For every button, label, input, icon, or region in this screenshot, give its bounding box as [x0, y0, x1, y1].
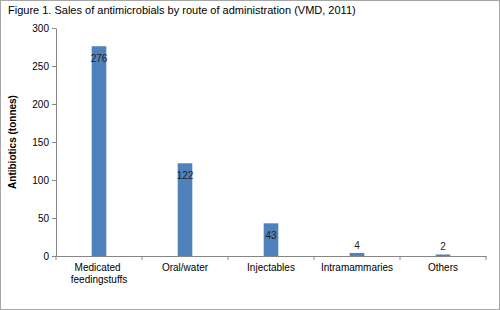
x-tick-label: Intramammaries — [321, 262, 393, 273]
y-tick: 50 — [38, 213, 56, 224]
y-tick-label: 0 — [43, 251, 49, 262]
x-axis: Medicated feedingstuffs Oral/water Injecta… — [57, 256, 487, 285]
bar — [92, 46, 107, 256]
y-tick: 0 — [43, 251, 56, 262]
x-tick-label: Oral/water — [162, 262, 209, 273]
chart-container: Figure 1. Sales of antimicrobials by rou… — [0, 0, 500, 310]
y-tick: 150 — [32, 137, 56, 148]
y-axis-title: Antibiotics (tonnes) — [7, 95, 18, 189]
x-separator — [486, 256, 487, 260]
bars — [92, 46, 451, 256]
y-tick-label: 100 — [32, 175, 49, 186]
y-tick-mark — [52, 256, 56, 257]
x-separator — [314, 256, 315, 260]
data-label: 4 — [354, 240, 360, 251]
y-tick-mark — [52, 218, 56, 219]
x-tick-label: Injectables — [247, 262, 295, 273]
x-tick-label: Medicated feedingstuffs — [71, 262, 128, 285]
y-tick: 100 — [32, 175, 56, 186]
y-axis: 0 50 100 150 200 250 300 — [32, 23, 56, 262]
data-labels: 276 122 43 4 2 — [91, 53, 447, 252]
data-label: 122 — [177, 170, 194, 181]
y-tick: 300 — [32, 23, 56, 34]
y-tick: 200 — [32, 99, 56, 110]
y-tick-label: 300 — [32, 23, 49, 34]
y-tick-mark — [52, 28, 56, 29]
x-tick: Oral/water — [162, 256, 209, 273]
x-separator — [142, 256, 143, 260]
data-label: 43 — [265, 230, 277, 241]
x-tick: Injectables — [247, 256, 295, 273]
data-label: 276 — [91, 53, 108, 64]
y-tick-mark — [52, 104, 56, 105]
y-tick-label: 200 — [32, 99, 49, 110]
y-tick-mark — [52, 66, 56, 67]
x-separator — [228, 256, 229, 260]
data-label: 2 — [440, 241, 446, 252]
chart-svg: Figure 1. Sales of antimicrobials by rou… — [0, 0, 500, 310]
x-separators — [56, 256, 486, 260]
x-separator — [56, 256, 57, 260]
x-tick: Intramammaries — [321, 256, 393, 273]
chart-title: Figure 1. Sales of antimicrobials by rou… — [8, 4, 356, 16]
x-tick: Medicated feedingstuffs — [71, 256, 128, 285]
y-tick-label: 150 — [32, 137, 49, 148]
x-tick-label: Others — [428, 262, 458, 273]
y-tick-label: 50 — [38, 213, 50, 224]
y-tick: 250 — [32, 61, 56, 72]
y-axis-line — [56, 29, 57, 257]
x-tick: Others — [428, 256, 458, 273]
y-tick-mark — [52, 142, 56, 143]
y-tick-label: 250 — [32, 61, 49, 72]
bar — [436, 254, 451, 256]
y-tick-mark — [52, 180, 56, 181]
chart-frame — [1, 1, 500, 310]
x-axis-line — [57, 256, 487, 257]
plot-area: 0 50 100 150 200 250 300 Medicated feedingstuff… — [32, 23, 486, 285]
x-separator — [400, 256, 401, 260]
bar — [264, 223, 279, 256]
bar — [350, 253, 365, 256]
